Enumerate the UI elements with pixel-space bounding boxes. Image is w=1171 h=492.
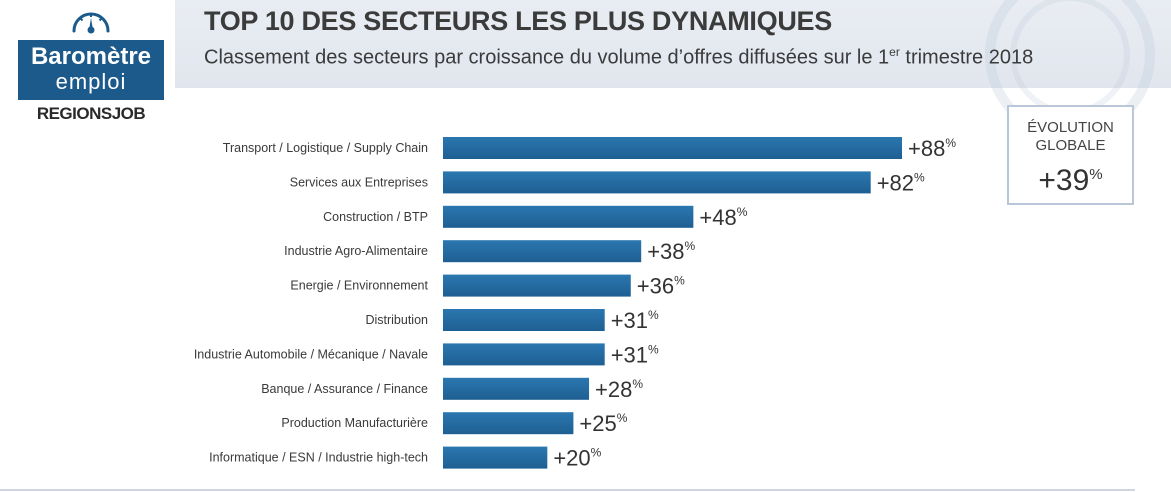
bar <box>443 343 605 366</box>
bar-value-unit: % <box>617 411 628 425</box>
bar <box>443 412 574 435</box>
global-evolution-value: +39% <box>1009 157 1132 199</box>
bar-value-unit: % <box>737 205 748 219</box>
global-evolution-box: ÉVOLUTION GLOBALE +39% <box>1007 105 1134 205</box>
subtitle-superscript: er <box>889 45 900 59</box>
bar-value-label: +88% <box>908 136 956 161</box>
category-label: Energie / Environnement <box>290 279 428 293</box>
chart-subtitle: Classement des secteurs par croissance d… <box>204 45 1033 70</box>
logo-brand: REGIONSJOB <box>36 104 146 123</box>
bar <box>443 446 548 469</box>
bar <box>443 274 631 297</box>
logo: Baromètre emploi REGIONSJOB <box>0 0 175 140</box>
logo-badge: Baromètre emploi <box>18 40 164 100</box>
bar-value-unit: % <box>648 308 659 322</box>
chart-title: TOP 10 DES SECTEURS LES PLUS DYNAMIQUES <box>204 6 832 36</box>
bar-value-label: +20% <box>553 446 601 471</box>
bar-value-label: +38% <box>647 239 695 264</box>
category-label: Industrie Agro-Alimentaire <box>284 244 428 258</box>
bar-value-label: +28% <box>595 377 643 402</box>
bar-value-unit: % <box>648 342 659 356</box>
category-label: Production Manufacturière <box>281 416 428 430</box>
bar-value-unit: % <box>674 274 685 288</box>
bar-value-unit: % <box>914 170 925 184</box>
subtitle-text-end: trimestre 2018 <box>899 46 1034 69</box>
global-value-number: +39 <box>1038 164 1090 197</box>
subtitle-text: Classement des secteurs par croissance d… <box>204 46 890 69</box>
bar-value-label: +31% <box>611 342 659 367</box>
category-label: Informatique / ESN / Industrie high-tech <box>209 451 428 465</box>
category-label: Industrie Automobile / Mécanique / Naval… <box>194 347 428 361</box>
bar-value-label: +31% <box>611 308 659 333</box>
bar <box>443 137 902 159</box>
global-evolution-label-1: ÉVOLUTION <box>1027 119 1114 136</box>
bar-value-label: +25% <box>579 411 627 436</box>
global-evolution-label-2: GLOBALE <box>1035 137 1106 154</box>
bar <box>443 309 605 331</box>
gauge-icon <box>72 12 110 34</box>
logo-line1: Baromètre <box>30 43 152 70</box>
global-value-unit: % <box>1089 166 1103 183</box>
bar <box>443 205 694 228</box>
bar-value-unit: % <box>591 446 602 460</box>
logo-line2: emploi <box>55 69 127 94</box>
bar <box>443 377 590 400</box>
bar-value-unit: % <box>685 239 696 253</box>
bar-value-unit: % <box>632 377 643 391</box>
bottom-divider <box>0 489 1135 491</box>
bar-value-unit: % <box>945 136 956 150</box>
category-label: Transport / Logistique / Supply Chain <box>223 141 428 155</box>
bar <box>443 240 642 263</box>
bar-value-label: +48% <box>699 205 747 230</box>
bar-value-label: +36% <box>637 274 685 299</box>
category-label: Services aux Entreprises <box>290 175 428 189</box>
header-band <box>0 0 1171 88</box>
category-label: Construction / BTP <box>323 210 428 224</box>
category-label: Distribution <box>365 313 428 327</box>
bar <box>443 171 871 194</box>
bar-value-label: +82% <box>877 170 925 195</box>
category-label: Banque / Assurance / Finance <box>261 382 428 396</box>
